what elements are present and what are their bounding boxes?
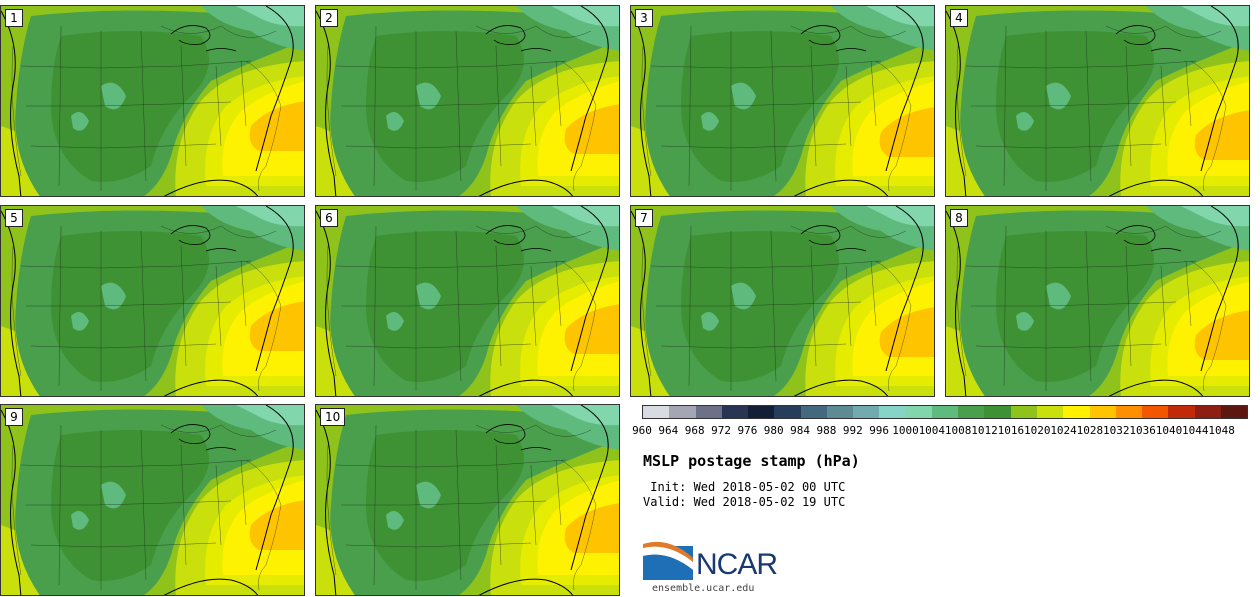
stamp-panel-5[interactable]: 5 <box>0 205 305 397</box>
stamp-label: 9 <box>5 408 23 426</box>
colorbar-tick-label: 1028 <box>1076 424 1104 437</box>
colorbar-swatch <box>879 406 906 418</box>
stamp-panel-9[interactable]: 9 <box>0 404 305 596</box>
init-time: Init: Wed 2018-05-02 00 UTC <box>643 480 846 494</box>
stamp-label: 8 <box>950 209 968 227</box>
colorbar-tick-label: 1032 <box>1103 424 1130 437</box>
colorbar-swatch <box>800 406 827 418</box>
colorbar-tick-label: 1040 <box>1155 424 1183 437</box>
stamp-label: 10 <box>320 408 346 426</box>
colorbar-swatch <box>853 406 880 418</box>
stamp-panel-3[interactable]: 3 <box>630 5 935 197</box>
mslp-map <box>1 206 304 396</box>
stamp-label: 3 <box>635 9 653 27</box>
colorbar-tick-label: 1044 <box>1182 424 1209 437</box>
colorbar-tick-label: 964 <box>658 424 679 437</box>
colorbar-swatch <box>1089 406 1116 418</box>
colorbar-tick-labels: 960 964 968 972 976 980 984 988 992 996 1000 1004 10… <box>632 424 1260 438</box>
colorbar-tick-label: 1004 <box>918 424 946 437</box>
colorbar-swatch <box>826 406 854 418</box>
colorbar-swatch <box>931 406 959 418</box>
colorbar-swatch <box>958 406 985 418</box>
colorbar-tick-label: 1024 <box>1050 424 1077 437</box>
colorbar-tick-label: 988 <box>816 424 837 437</box>
colorbar-tick-label: 1012 <box>971 424 998 437</box>
stamp-label: 4 <box>950 9 968 27</box>
colorbar-tick-label: 1000 <box>892 424 919 437</box>
mslp-map <box>1 6 304 196</box>
mslp-map <box>316 206 619 396</box>
colorbar-swatch <box>905 406 932 418</box>
colorbar-swatch <box>984 406 1011 418</box>
colorbar-swatch <box>774 406 801 418</box>
colorbar-tick-label: 1008 <box>944 424 972 437</box>
logo-text: NCAR <box>696 548 778 581</box>
colorbar <box>642 405 1248 419</box>
stamp-panel-1[interactable]: 1 <box>0 5 305 197</box>
mslp-map <box>946 6 1249 196</box>
colorbar-swatch <box>1115 406 1143 418</box>
colorbar-tick-label: 968 <box>684 424 705 437</box>
colorbar-tick-label: 976 <box>737 424 758 437</box>
colorbar-swatch <box>1036 406 1064 418</box>
mslp-map <box>316 6 619 196</box>
valid-time: Valid: Wed 2018-05-02 19 UTC <box>643 495 846 509</box>
colorbar-swatch <box>1168 406 1195 418</box>
stamp-panel-7[interactable]: 7 <box>630 205 935 397</box>
stamp-label: 1 <box>5 9 23 27</box>
colorbar-tick-label: 1020 <box>1023 424 1051 437</box>
source-url: ensemble.ucar.edu <box>652 583 755 594</box>
mslp-map <box>316 405 619 595</box>
stamp-panel-4[interactable]: 4 <box>945 5 1250 197</box>
colorbar-swatch <box>1010 406 1037 418</box>
colorbar-swatch <box>1220 406 1248 418</box>
stamp-label: 7 <box>635 209 653 227</box>
colorbar-swatch <box>1063 406 1090 418</box>
colorbar-tick-label: 1016 <box>997 424 1025 437</box>
colorbar-tick-label: 980 <box>763 424 784 437</box>
colorbar-swatch <box>643 406 670 418</box>
stamp-panel-6[interactable]: 6 <box>315 205 620 397</box>
stamp-label: 5 <box>5 209 23 227</box>
colorbar-swatch <box>1142 406 1169 418</box>
stamp-panel-10[interactable]: 10 <box>315 404 620 596</box>
colorbar-tick-label: 996 <box>869 424 890 437</box>
colorbar-tick-label: 960 <box>632 424 652 437</box>
stamp-label: 6 <box>320 209 338 227</box>
colorbar-tick-label: 1036 <box>1129 424 1156 437</box>
colorbar-swatch <box>695 406 722 418</box>
colorbar-tick-label: 984 <box>790 424 811 437</box>
mslp-map <box>631 206 934 396</box>
colorbar-swatch <box>1194 406 1221 418</box>
colorbar-tick-label: 1048 <box>1208 424 1235 437</box>
stamp-panel-2[interactable]: 2 <box>315 5 620 197</box>
stamp-label: 2 <box>320 9 338 27</box>
colorbar-tick-label: 972 <box>711 424 731 437</box>
colorbar-tick-label: 992 <box>842 424 863 437</box>
ncar-logo-icon <box>643 541 693 580</box>
mslp-map <box>946 206 1249 396</box>
mslp-map <box>1 405 304 595</box>
colorbar-swatch <box>669 406 696 418</box>
colorbar-swatch <box>748 406 775 418</box>
colorbar-swatch <box>721 406 749 418</box>
figure-title: MSLP postage stamp (hPa) <box>643 452 860 470</box>
stamp-panel-8[interactable]: 8 <box>945 205 1250 397</box>
mslp-map <box>631 6 934 196</box>
